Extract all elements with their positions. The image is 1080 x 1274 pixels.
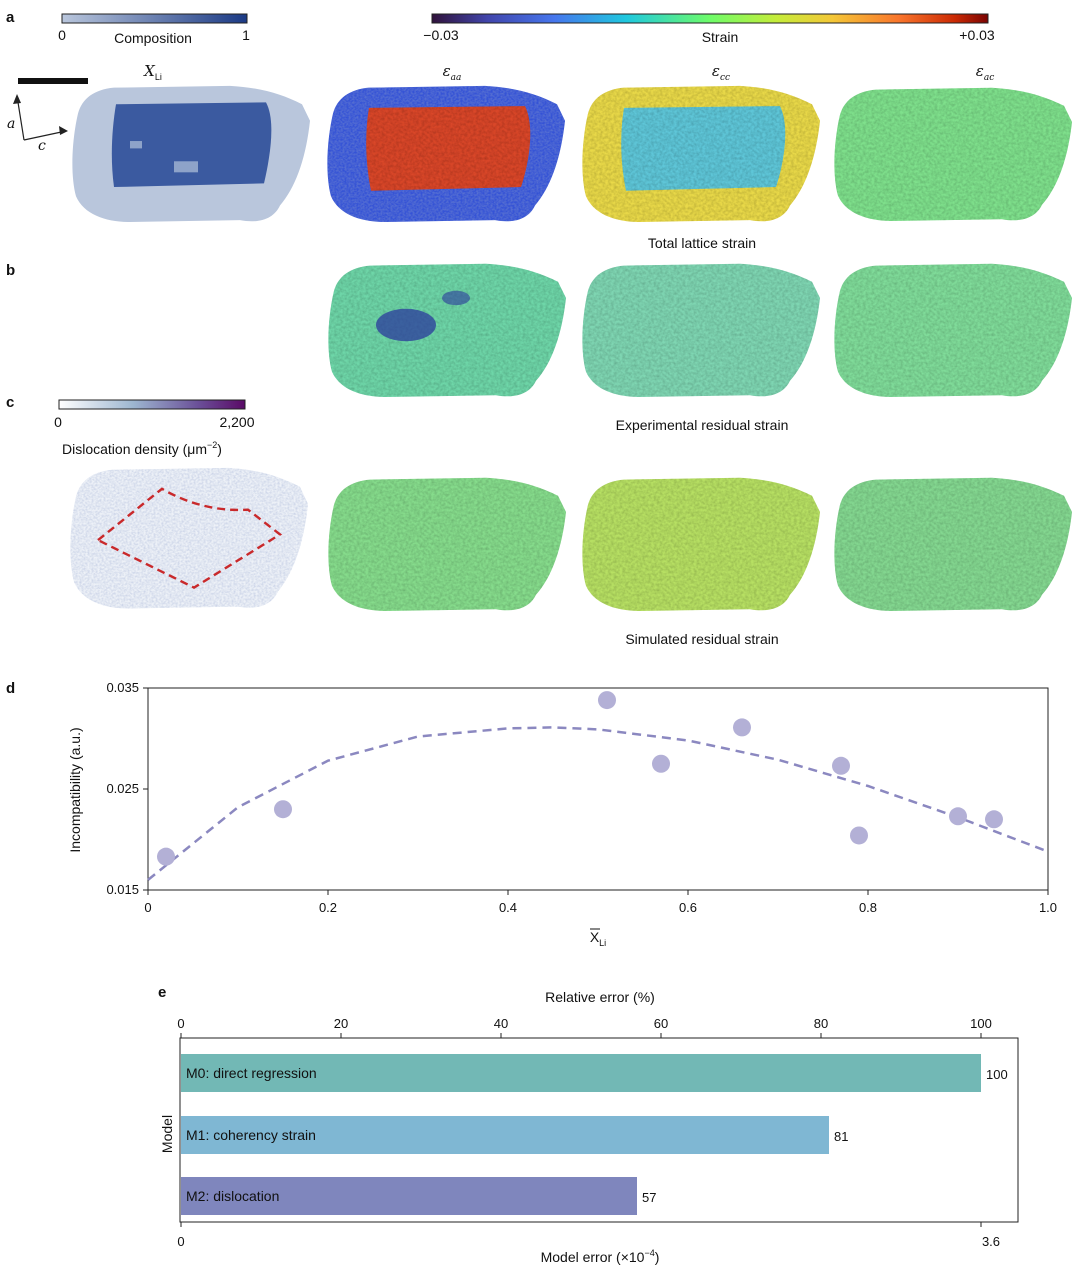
scale-bar bbox=[18, 78, 88, 84]
chart-e-top-label: Relative error (%) bbox=[545, 989, 655, 1005]
strain-max-label: +0.03 bbox=[959, 27, 995, 43]
bottom-tick-label: 0 bbox=[177, 1234, 184, 1249]
dislocation-gradient bbox=[58, 399, 246, 410]
scatter-chart-d: 0 0.2 0.4 0.6 0.8 1.0 0.015 0.025 0.035 Incompat… bbox=[67, 680, 1057, 948]
dislocation-max-label: 2,200 bbox=[219, 414, 254, 430]
scatter-point bbox=[274, 800, 292, 819]
top-tick-label: 60 bbox=[654, 1016, 668, 1031]
chart-d-frame bbox=[147, 687, 1049, 891]
col-title-ecc: εcc bbox=[712, 62, 730, 83]
row-title-simulated: Simulated residual strain bbox=[625, 631, 778, 647]
composition-max-label: 1 bbox=[242, 27, 250, 43]
map-total-ecc bbox=[582, 85, 820, 222]
chart-e-ylabel: Model bbox=[159, 1115, 175, 1153]
map-composition bbox=[72, 85, 310, 222]
bar-value-label: 81 bbox=[834, 1129, 848, 1144]
chart-e-bottom-label: Model error (×10−4) bbox=[541, 1248, 660, 1265]
bar bbox=[181, 1177, 637, 1215]
row-title-experimental: Experimental residual strain bbox=[616, 417, 789, 433]
bar-value-label: 57 bbox=[642, 1190, 656, 1205]
map-exp-eac bbox=[834, 263, 1072, 397]
chart-d-ylabel: Incompatibility (a.u.) bbox=[67, 727, 83, 852]
panel-label-a: a bbox=[6, 9, 15, 26]
xtick-label: 0.6 bbox=[679, 900, 697, 915]
panel-label-c: c bbox=[6, 394, 14, 411]
composition-min-label: 0 bbox=[58, 27, 66, 43]
crystal-axes-glyph: a c bbox=[7, 94, 68, 154]
dislocation-colorbar: 0 2,200 Dislocation density (μm−2) bbox=[54, 399, 255, 457]
panel-label-e: e bbox=[158, 984, 166, 1001]
map-sim-eac bbox=[834, 477, 1072, 611]
col-title-eac: εac bbox=[976, 62, 994, 83]
map-sim-ecc bbox=[582, 477, 820, 611]
composition-colorbar: 0 Composition 1 bbox=[58, 13, 250, 46]
map-total-eac bbox=[834, 87, 1072, 221]
ytick-label: 0.035 bbox=[106, 680, 139, 695]
col-title-eaa: εaa bbox=[443, 62, 462, 83]
axis-c-label: c bbox=[38, 138, 46, 154]
bar-chart-e: Relative error (%) 0 20 40 60 80 100 M0: dire… bbox=[159, 989, 1019, 1265]
bar-category-label: M2: dislocation bbox=[186, 1188, 279, 1204]
fit-curve bbox=[147, 726, 1049, 881]
xtick-label: 1.0 bbox=[1039, 900, 1057, 915]
top-tick-label: 80 bbox=[814, 1016, 828, 1031]
scatter-point bbox=[598, 691, 616, 710]
xtick-label: 0.8 bbox=[859, 900, 877, 915]
scatter-point bbox=[652, 754, 670, 773]
bar bbox=[181, 1054, 981, 1092]
composition-gradient bbox=[61, 13, 248, 24]
xtick-label: 0 bbox=[144, 900, 151, 915]
dislocation-min-label: 0 bbox=[54, 414, 62, 430]
map-exp-ecc bbox=[582, 263, 820, 397]
bar-category-label: M1: coherency strain bbox=[186, 1127, 316, 1143]
scatter-point bbox=[949, 807, 967, 826]
dislocation-title: Dislocation density (μm−2) bbox=[62, 440, 222, 457]
bar bbox=[181, 1116, 829, 1154]
xtick-label: 0.4 bbox=[499, 900, 517, 915]
map-exp-eaa bbox=[328, 263, 566, 397]
scatter-point bbox=[832, 756, 850, 775]
dislocation-outline bbox=[95, 487, 283, 589]
strain-colorbar: −0.03 Strain +0.03 bbox=[423, 13, 995, 45]
bottom-tick-label: 3.6 bbox=[982, 1234, 1000, 1249]
strain-gradient bbox=[431, 13, 989, 24]
scatter-point bbox=[850, 826, 868, 845]
bar-category-label: M0: direct regression bbox=[186, 1065, 317, 1081]
map-dislocation bbox=[70, 467, 308, 609]
top-tick-label: 100 bbox=[970, 1016, 992, 1031]
chart-e-frame bbox=[179, 1037, 1019, 1223]
bar-value-label: 100 bbox=[986, 1067, 1008, 1082]
top-tick-label: 20 bbox=[334, 1016, 348, 1031]
composition-title: Composition bbox=[114, 30, 192, 46]
chart-d-xlabel: XLi bbox=[590, 929, 606, 948]
top-tick-label: 0 bbox=[177, 1016, 184, 1031]
ytick-label: 0.025 bbox=[106, 781, 139, 796]
axis-a-label: a bbox=[7, 116, 15, 132]
panel-label-b: b bbox=[6, 262, 15, 279]
panel-label-d: d bbox=[6, 680, 15, 697]
scatter-point bbox=[985, 810, 1003, 829]
map-total-eaa bbox=[327, 85, 565, 222]
map-sim-eaa bbox=[328, 477, 566, 611]
scatter-point bbox=[157, 847, 175, 866]
scatter-point bbox=[733, 718, 751, 737]
ytick-label: 0.015 bbox=[106, 882, 139, 897]
xtick-label: 0.2 bbox=[319, 900, 337, 915]
strain-title: Strain bbox=[702, 29, 739, 45]
col-title-xli: XLi bbox=[143, 62, 162, 82]
top-tick-label: 40 bbox=[494, 1016, 508, 1031]
strain-min-label: −0.03 bbox=[423, 27, 459, 43]
row-title-total: Total lattice strain bbox=[648, 235, 756, 251]
